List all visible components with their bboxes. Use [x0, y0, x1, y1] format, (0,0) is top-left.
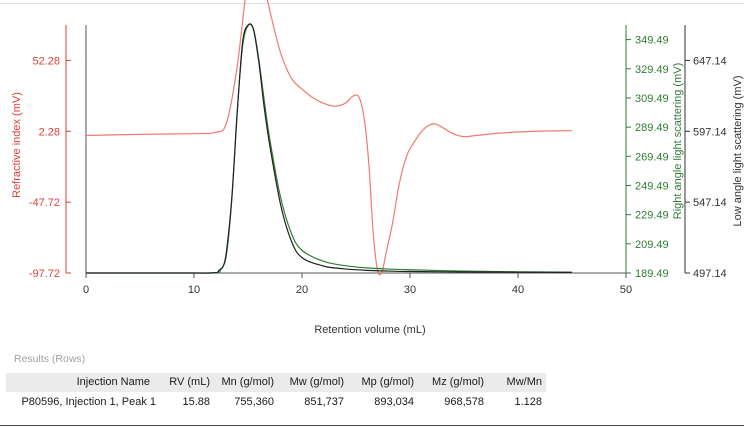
- left-tick-label-2: -47.72: [29, 197, 60, 209]
- x-tick-label-3: 30: [404, 284, 416, 296]
- left-tick-label-1: 2.28: [39, 126, 60, 138]
- cell-rv: 15.88: [182, 396, 210, 408]
- right2-tick-label-0: 647.14: [693, 55, 727, 67]
- right1-tick-label-3: 289.49: [635, 122, 669, 134]
- cell-mz: 968,578: [444, 396, 484, 408]
- results-header-row: Injection Name RV (mL) Mn (g/mol) Mw (g/…: [6, 373, 546, 392]
- column-header-mz[interactable]: Mz (g/mol): [432, 376, 484, 388]
- results-table: Injection Name RV (mL) Mn (g/mol) Mw (g/…: [6, 373, 546, 410]
- right1-axis-label: Right angle light scattering (mV): [672, 63, 684, 220]
- x-axis-label: Retention volume (mL): [314, 324, 425, 336]
- right1-tick-label-6: 229.49: [635, 210, 669, 222]
- left-axis-label: Refractive index (mV): [11, 92, 23, 198]
- right2-tick-label-1: 597.14: [693, 126, 727, 138]
- bottom-divider: [0, 425, 744, 426]
- cell-mw-mn: 1.128: [514, 396, 542, 408]
- results-title: Results (Rows): [14, 353, 86, 365]
- series-line-low-angle-ls: [86, 23, 573, 274]
- right1-tick-label-1: 329.49: [635, 64, 669, 76]
- cell-injection-name: P80596, Injection 1, Peak 1: [21, 396, 156, 408]
- cell-mp: 893,034: [374, 396, 414, 408]
- right1-tick-label-0: 349.49: [635, 35, 669, 47]
- left-tick-label-3: -97.72: [29, 268, 60, 280]
- column-header-mp[interactable]: Mp (g/mol): [361, 376, 414, 388]
- right2-tick-label-3: 497.14: [693, 268, 727, 280]
- series-line-right-angle-ls: [86, 23, 573, 274]
- right1-tick-label-7: 209.49: [635, 239, 669, 251]
- right2-tick-label-2: 547.14: [693, 197, 727, 209]
- right1-tick-label-8: 189.49: [635, 268, 669, 280]
- column-header-mn[interactable]: Mn (g/mol): [221, 376, 274, 388]
- column-header-mw[interactable]: Mw (g/mol): [289, 376, 344, 388]
- right2-axis-label: Low angle light scattering (mV): [732, 75, 744, 226]
- gpc-chromatogram-chart: 0 10 20 30 40 50 Retention volume (mL) 52.28 2.2…: [11, 0, 744, 336]
- left-tick-label-0: 52.28: [32, 55, 60, 67]
- x-tick-label-5: 50: [620, 284, 632, 296]
- column-header-mw-mn[interactable]: Mw/Mn: [506, 376, 542, 388]
- x-tick-label-1: 10: [188, 284, 200, 296]
- cell-mw: 851,737: [304, 396, 344, 408]
- column-header-injection-name[interactable]: Injection Name: [76, 376, 150, 388]
- x-tick-label-2: 20: [296, 284, 308, 296]
- table-row[interactable]: P80596, Injection 1, Peak 1 15.88 755,36…: [6, 392, 546, 410]
- right1-tick-label-5: 249.49: [635, 180, 669, 192]
- series-line-refractive-index: [85, 0, 573, 276]
- x-tick-label-4: 40: [512, 284, 524, 296]
- cell-mn: 755,360: [234, 396, 274, 408]
- right1-tick-label-4: 269.49: [635, 151, 669, 163]
- column-header-rv[interactable]: RV (mL): [169, 376, 210, 388]
- top-divider: [0, 3, 744, 4]
- x-tick-label-0: 0: [83, 284, 89, 296]
- right1-tick-label-2: 309.49: [635, 93, 669, 105]
